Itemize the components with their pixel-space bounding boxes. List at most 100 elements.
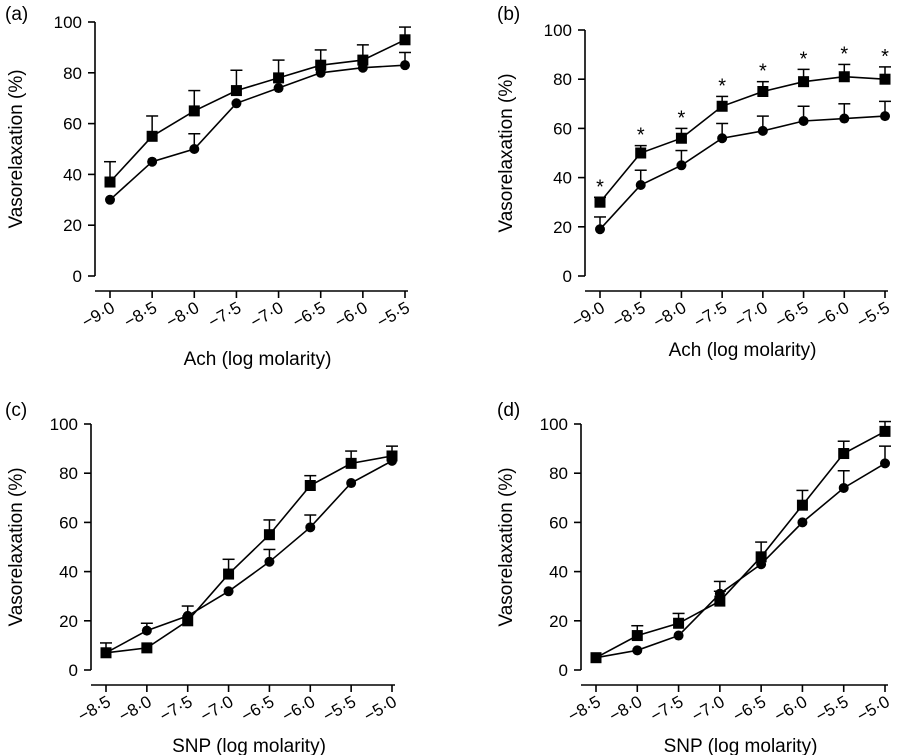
data-point-square — [798, 76, 810, 88]
data-point-square — [757, 86, 769, 97]
series-circle — [591, 445, 891, 663]
series-line — [599, 115, 886, 230]
data-point-square — [673, 617, 685, 629]
data-point-circle — [632, 645, 643, 656]
significance-marker: * — [881, 46, 889, 68]
series-line — [109, 64, 406, 201]
panel-label: (b) — [497, 4, 520, 25]
x-axis-title: SNP (log molarity) — [664, 736, 818, 755]
data-point-circle — [273, 83, 284, 94]
data-point-square — [594, 196, 606, 208]
series-circle — [101, 455, 397, 658]
y-axis-title: Vasorelaxation (%) — [496, 73, 517, 232]
data-point-circle — [717, 133, 728, 144]
x-axis-title: Ach (log molarity) — [184, 349, 332, 370]
y-tick-label: 40 — [553, 169, 572, 188]
data-point-circle — [223, 586, 234, 597]
y-tick-label: 100 — [544, 21, 572, 40]
y-tick-label: 60 — [63, 115, 82, 134]
data-point-square — [230, 85, 242, 97]
y-tick-label: 0 — [69, 661, 78, 680]
data-point-circle — [880, 458, 890, 469]
y-tick-label: 100 — [540, 415, 568, 434]
data-point-square — [304, 480, 316, 491]
x-tick-label: −7·0 — [731, 298, 770, 332]
x-tick-label: −5·5 — [374, 298, 413, 332]
series-square — [590, 420, 891, 664]
x-tick-label: −7·5 — [156, 692, 195, 726]
data-point-square — [838, 448, 850, 460]
data-point-square — [635, 147, 647, 159]
data-point-circle — [635, 179, 646, 190]
y-tick-label: 60 — [59, 513, 78, 532]
panel-label: (c) — [5, 400, 27, 421]
data-point-circle — [182, 610, 193, 621]
data-point-circle — [189, 144, 200, 154]
y-axis-title: Vasorelaxation (%) — [6, 467, 27, 626]
series-line — [595, 430, 886, 659]
data-point-square — [716, 100, 728, 112]
x-tick-label: −8·5 — [609, 298, 648, 332]
x-tick-label: −7·5 — [205, 298, 244, 332]
data-point-square — [146, 130, 158, 142]
data-point-circle — [714, 588, 725, 599]
data-point-circle — [141, 625, 152, 636]
y-tick-label: 80 — [63, 64, 82, 83]
series-line — [105, 455, 393, 654]
x-tick-label: −6·5 — [238, 692, 277, 726]
x-tick-label: −6·5 — [730, 692, 769, 726]
data-point-circle — [797, 517, 808, 528]
x-tick-label: −7·5 — [691, 298, 730, 332]
data-point-circle — [838, 482, 849, 493]
significance-marker: * — [718, 75, 726, 97]
significance-marker: * — [759, 61, 767, 83]
data-point-circle — [673, 630, 684, 641]
x-tick-label: −8·0 — [115, 692, 154, 726]
data-point-square — [755, 551, 767, 563]
y-tick-label: 60 — [553, 119, 572, 138]
x-tick-label: −8·0 — [650, 298, 689, 332]
data-point-circle — [756, 559, 767, 570]
data-point-circle — [400, 60, 410, 71]
data-point-square — [838, 71, 850, 83]
data-point-circle — [387, 455, 397, 466]
data-point-circle — [346, 478, 357, 489]
significance-marker: * — [840, 43, 848, 65]
data-point-square — [879, 73, 891, 85]
y-tick-label: 80 — [549, 464, 568, 483]
x-tick-label: −8·0 — [163, 298, 202, 332]
y-tick-label: 80 — [553, 70, 572, 89]
data-point-square — [675, 132, 687, 144]
data-point-square — [796, 499, 808, 511]
data-point-circle — [315, 67, 326, 78]
y-tick-label: 20 — [553, 218, 572, 237]
x-tick-label: −9·0 — [79, 298, 118, 332]
x-tick-label: −5·0 — [361, 692, 400, 726]
series-line — [599, 75, 886, 203]
x-tick-label: −6·0 — [331, 298, 370, 332]
x-tick-label: −5·5 — [854, 298, 893, 332]
x-tick-label: −6·5 — [289, 298, 328, 332]
y-axis-title: Vasorelaxation (%) — [6, 69, 27, 228]
data-point-circle — [839, 113, 850, 124]
x-tick-label: −8·5 — [121, 298, 160, 332]
x-tick-label: −8·5 — [75, 692, 114, 726]
data-point-square — [879, 425, 891, 437]
x-tick-label: −6·0 — [771, 692, 810, 726]
data-point-circle — [595, 224, 605, 235]
data-point-square — [141, 642, 153, 654]
x-axis-title: Ach (log molarity) — [669, 340, 817, 361]
x-tick-label: −5·5 — [320, 692, 359, 726]
significance-marker: * — [800, 48, 808, 70]
y-tick-label: 20 — [63, 216, 82, 235]
x-tick-label: −7·5 — [647, 692, 686, 726]
x-tick-label: −8·0 — [606, 692, 645, 726]
data-point-square — [104, 176, 116, 188]
y-tick-label: 100 — [50, 415, 78, 434]
data-point-circle — [231, 98, 242, 109]
data-point-circle — [105, 194, 115, 205]
